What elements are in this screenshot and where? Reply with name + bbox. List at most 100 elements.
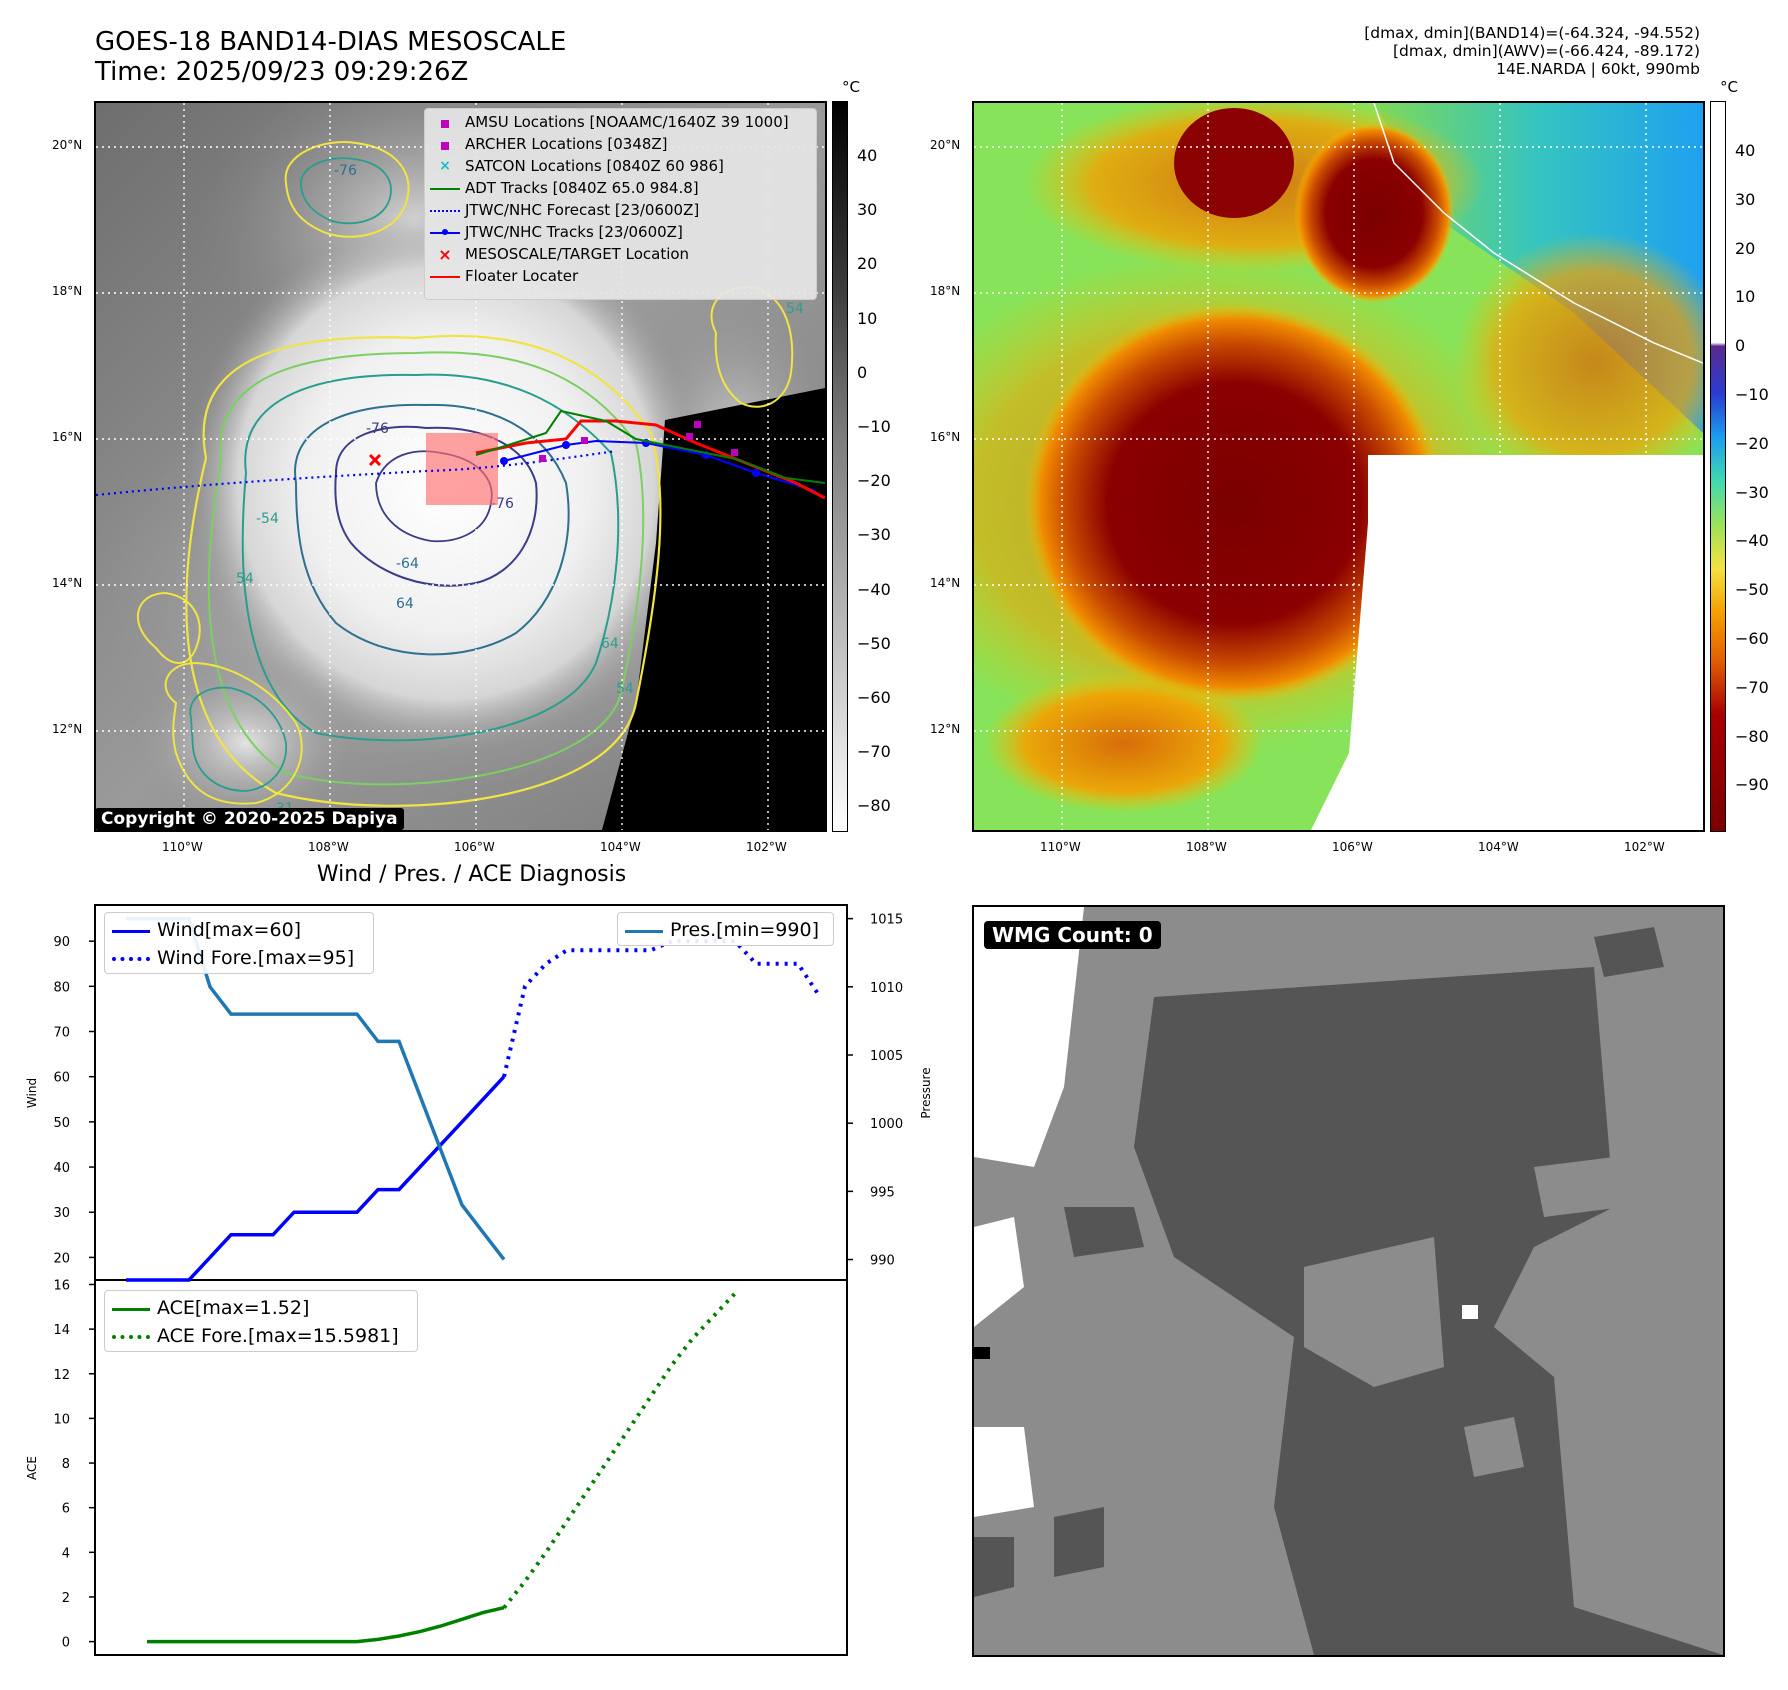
contour-label: -54 (256, 511, 279, 527)
lon-tick: 106°W (1332, 840, 1373, 854)
colorbar-tick: 0 (857, 362, 868, 382)
square-marker-icon (425, 113, 465, 132)
wind-legend: Wind[max=60] Wind Fore.[max=95] (104, 912, 374, 974)
legend-item-mesoscale: × MESOSCALE/TARGET Location (425, 243, 689, 265)
lon-tick: 110°W (1040, 840, 1081, 854)
legend-label: Wind Fore.[max=95] (157, 947, 355, 969)
colorbar-right (1710, 101, 1726, 832)
ir-map: -76 -76 -64 -54 64 54 64 -76 54 54 31 (94, 101, 827, 832)
colorbar-tick: −40 (857, 579, 891, 599)
awv-map-canvas (974, 103, 1703, 830)
info-band14-range: [dmax, dmin](BAND14)=(-64.324, -94.552) (1364, 24, 1700, 42)
legend-item-adt: ADT Tracks [0840Z 65.0 984.8] (425, 177, 699, 199)
colorbar-tick: 0 (1735, 336, 1746, 356)
pressure-axis-label: Pressure (919, 1067, 933, 1118)
tick-label: 2 (62, 1591, 70, 1606)
copyright-label: Copyright © 2020-2025 Dapiya (96, 808, 404, 830)
lat-tick: 14°N (52, 576, 83, 590)
colorbar-tick: −20 (857, 471, 891, 491)
colorbar-tick: −90 (1735, 775, 1769, 795)
legend-item-tracks: JTWC/NHC Tracks [23/0600Z] (425, 221, 683, 243)
legend-label: Wind[max=60] (157, 919, 302, 941)
tick-label: 12 (53, 1368, 70, 1383)
tick-label: 30 (53, 1206, 70, 1221)
legend-item-ace: ACE[max=1.52] (105, 1297, 309, 1319)
tick-label: 40 (53, 1161, 70, 1176)
colorbar-tick: 30 (857, 200, 878, 220)
wind-axis-label: Wind (25, 1078, 39, 1108)
wind-ticks: 90 80 70 60 50 40 30 20 (53, 935, 95, 1266)
colorbar-tick: −40 (1735, 531, 1769, 551)
colorbar-left (832, 101, 848, 832)
x-marker-icon: × (439, 158, 451, 174)
colorbar-tick: −30 (1735, 482, 1769, 502)
ace-legend: ACE[max=1.52] ACE Fore.[max=15.5981] (104, 1290, 418, 1352)
tick-label: 20 (53, 1251, 70, 1266)
square-marker-icon (425, 135, 465, 154)
awv-map (972, 101, 1705, 832)
line-marker-icon (618, 921, 670, 940)
wmg-canvas (974, 907, 1723, 1655)
legend-item-archer: ARCHER Locations [0348Z] (425, 133, 668, 155)
colorbar-tick: 40 (857, 146, 878, 165)
info-block: [dmax, dmin](BAND14)=(-64.324, -94.552) … (1364, 24, 1700, 78)
tick-label: 50 (53, 1116, 70, 1131)
colorbar-tick: −80 (857, 796, 891, 816)
colorbar-tick: 20 (1735, 238, 1756, 258)
dotted-line-icon (105, 949, 157, 968)
lat-tick: 16°N (52, 430, 83, 444)
line-dot-icon (425, 223, 465, 242)
tick-label: 995 (870, 1185, 895, 1200)
dotted-line-icon (425, 201, 465, 220)
tick-label: 14 (53, 1323, 70, 1338)
lon-tick: 104°W (1478, 840, 1519, 854)
lon-tick: 106°W (454, 840, 495, 854)
tick-label: 10 (53, 1412, 70, 1427)
legend-item-wind-fore: Wind Fore.[max=95] (105, 947, 354, 969)
colorbar-tick: −70 (857, 742, 891, 762)
colorbar-tick: −30 (857, 525, 891, 545)
colorbar-tick: 20 (857, 254, 878, 274)
lon-tick: 102°W (746, 840, 787, 854)
tick-label: 1010 (870, 981, 903, 996)
legend-item-amsu: AMSU Locations [NOAAMC/1640Z 39 1000] (425, 111, 789, 133)
lat-tick: 12°N (930, 722, 961, 736)
ace-forecast-line (502, 1292, 737, 1609)
legend-label: JTWC/NHC Tracks [23/0600Z] (465, 223, 683, 241)
lat-tick: 20°N (930, 138, 961, 152)
info-awv-range: [dmax, dmin](AWV)=(-66.424, -89.172) (1393, 42, 1700, 60)
legend-item-ace-fore: ACE Fore.[max=15.5981] (105, 1325, 399, 1347)
lat-tick: 14°N (930, 576, 961, 590)
contour-label: 54 (236, 571, 254, 587)
colorbar-tick: 40 (1735, 141, 1756, 160)
tick-label: 60 (53, 1071, 70, 1086)
legend-item-pressure: Pres.[min=990] (618, 919, 819, 941)
legend-label: MESOSCALE/TARGET Location (465, 245, 690, 263)
tick-label: 1005 (870, 1049, 903, 1064)
info-storm: 14E.NARDA | 60kt, 990mb (1496, 60, 1700, 78)
x-marker-icon: × (438, 244, 452, 264)
lon-tick: 110°W (162, 840, 203, 854)
legend-label: AMSU Locations [NOAAMC/1640Z 39 1000] (465, 113, 789, 131)
colorbar-tick: 10 (857, 308, 878, 328)
legend-label: Floater Locater (465, 267, 579, 285)
legend-label: ARCHER Locations [0348Z] (465, 135, 668, 153)
chart-time: Time: 2025/09/23 09:29:26Z (95, 57, 469, 87)
contour-label: -64 (396, 556, 419, 572)
tick-label: 90 (53, 935, 70, 950)
colorbar-left-unit: °C (842, 78, 860, 96)
colorbar-tick: −80 (1735, 726, 1769, 746)
lat-tick: 18°N (52, 284, 83, 298)
lat-tick: 18°N (930, 284, 961, 298)
line-marker-icon (105, 1299, 157, 1318)
line-marker-icon (425, 267, 465, 286)
tick-label: 4 (62, 1546, 70, 1561)
tick-label: 990 (870, 1254, 895, 1269)
line-marker-icon (105, 921, 157, 940)
legend-item-floater: Floater Locater (425, 265, 578, 287)
lat-tick: 12°N (52, 722, 83, 736)
ace-ticks: 16 14 12 10 8 6 4 2 0 (53, 1278, 95, 1651)
tick-label: 16 (53, 1278, 70, 1293)
contour-label: 64 (601, 636, 619, 652)
tick-label: 70 (53, 1026, 70, 1041)
